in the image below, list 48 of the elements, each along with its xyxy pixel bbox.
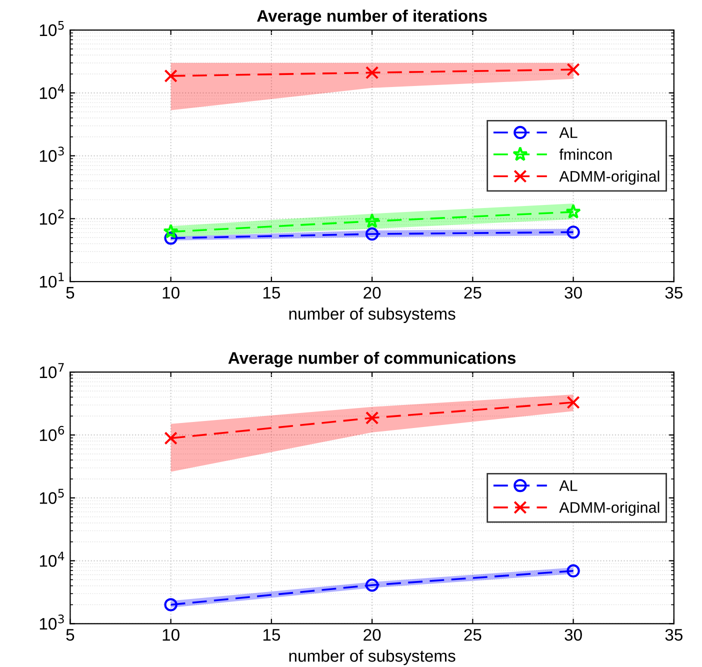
x-axis-title: number of subsystems (289, 650, 456, 666)
x-tick-label: 20 (364, 286, 381, 299)
chart-title: Average number of communications (228, 352, 516, 368)
x-tick-label: 30 (564, 628, 582, 641)
point (163, 224, 178, 238)
point (566, 396, 580, 409)
y-tick-label: 10$^{5}$ (40, 21, 64, 36)
x-tick-label: 20 (364, 628, 381, 641)
legend-label: fmincon (559, 148, 612, 160)
point (365, 66, 379, 80)
x-tick-label: 35 (665, 286, 682, 299)
x-tick-label: 25 (464, 628, 482, 641)
y-tick-label: 10$^{2}$ (40, 210, 64, 225)
point (364, 213, 380, 228)
legend-label: AL (559, 127, 578, 138)
x-tick-label: 10 (162, 628, 180, 641)
x-tick-label: 5 (66, 287, 74, 299)
x-tick-label: 15 (263, 629, 280, 641)
x-tick-label: 10 (162, 286, 180, 299)
y-tick-label: 10$^{7}$ (40, 363, 64, 378)
x-tick-label: 25 (464, 286, 482, 299)
point (365, 227, 379, 241)
y-tick-label: 10$^{4}$ (40, 84, 64, 99)
y-tick-label: 10$^{3}$ (40, 146, 64, 162)
point (164, 69, 178, 83)
y-tick-label: 10$^{3}$ (40, 614, 64, 630)
y-tick-label: 10$^{1}$ (40, 272, 64, 288)
point (164, 598, 178, 612)
y-tick-label: 10$^{5}$ (40, 488, 64, 504)
point (566, 204, 581, 219)
legend-label: AL (559, 480, 578, 491)
x-axis-title: number of subsystems (289, 308, 456, 324)
point (365, 411, 379, 424)
x-tick-label: 5 (66, 629, 74, 641)
point (365, 578, 379, 592)
point (164, 232, 178, 245)
point (566, 564, 580, 578)
point (164, 432, 178, 445)
legend-label: ADMM-original (559, 502, 660, 516)
x-tick-label: 30 (564, 286, 582, 299)
point (566, 226, 580, 239)
chart-title: Average number of iterations (257, 10, 487, 26)
point (566, 62, 580, 76)
x-tick-label: 15 (263, 287, 280, 299)
y-tick-label: 10$^{6}$ (40, 426, 64, 442)
x-tick-label: 35 (665, 628, 682, 641)
y-tick-label: 10$^{4}$ (40, 552, 64, 567)
legend-label: ADMM-original (559, 170, 660, 185)
